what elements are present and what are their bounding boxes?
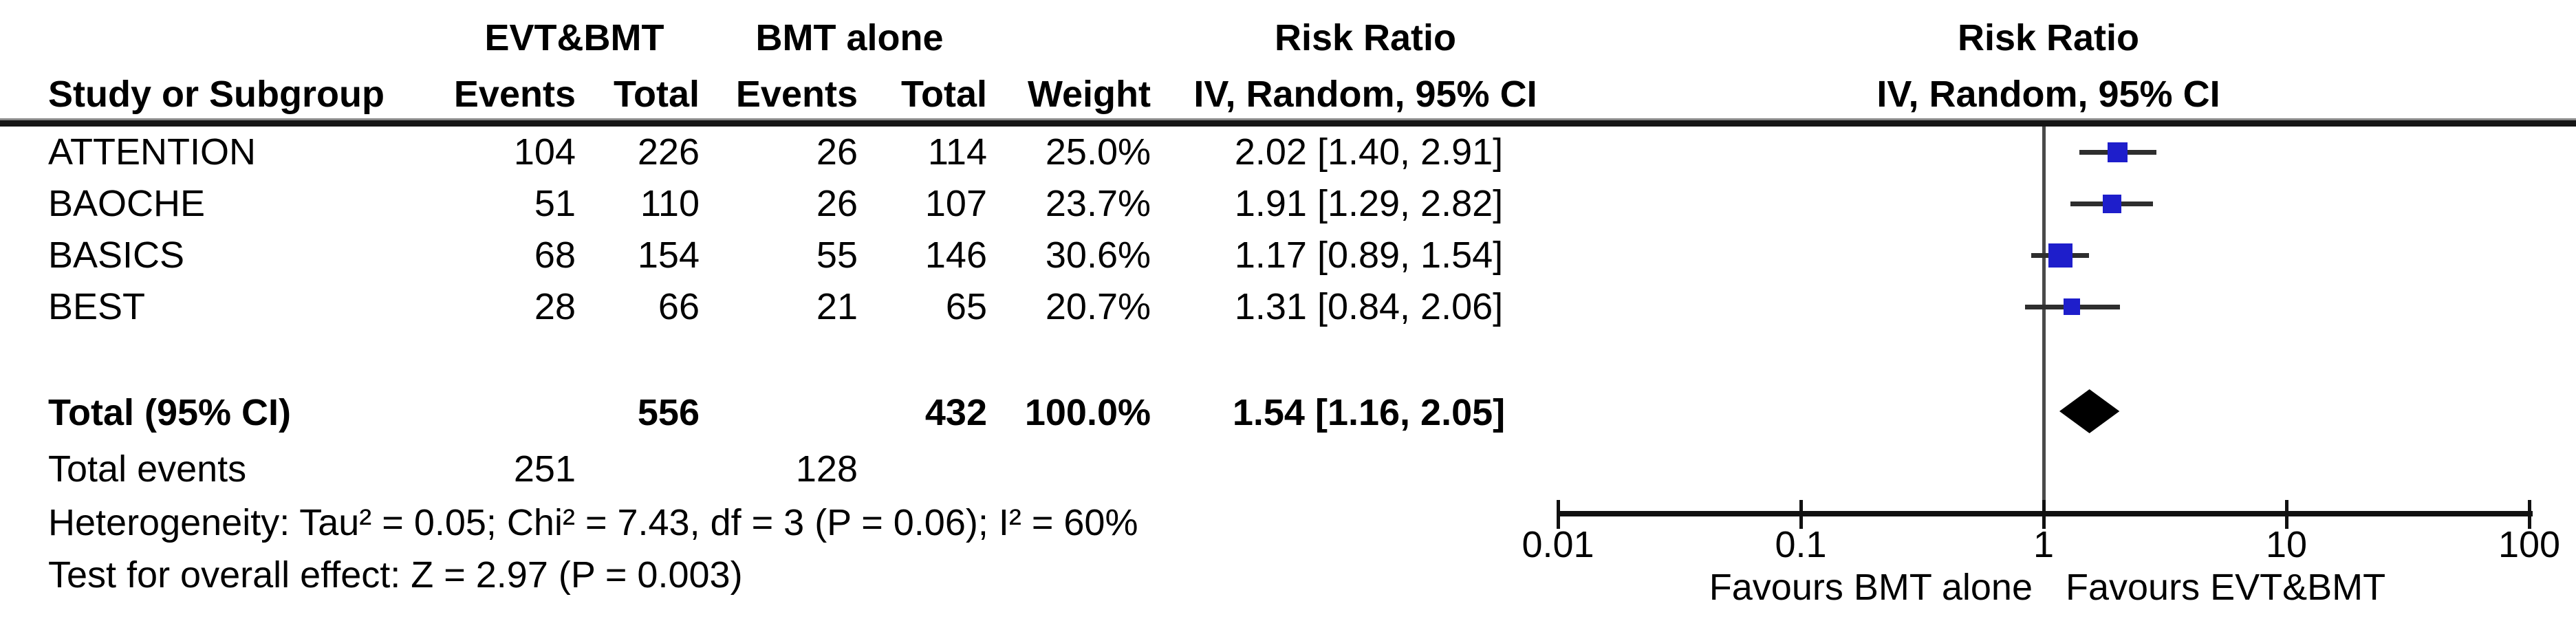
study-effect-estimate: 2.02 [1.40, 2.91] <box>1234 131 1504 173</box>
axis-tick <box>1557 500 1560 529</box>
effect-square <box>2064 298 2081 315</box>
column-group-control: BMT alone <box>755 17 944 58</box>
plot-subtitle: IV, Random, 95% CI <box>1876 74 2220 115</box>
axis-tick <box>2285 500 2288 529</box>
study-total-control: 146 <box>924 235 987 276</box>
study-total-experimental: 226 <box>637 131 700 173</box>
study-total-experimental: 66 <box>658 286 700 327</box>
study-name: BEST <box>48 286 146 327</box>
column-header-total-control: Total <box>901 74 987 115</box>
total-events-label: Total events <box>48 448 247 490</box>
column-header-events-experimental: Events <box>453 74 576 115</box>
study-total-control: 107 <box>924 183 987 224</box>
favours-left-label: Favours BMT alone <box>1709 567 2033 608</box>
effect-column-subtitle: IV, Random, 95% CI <box>1193 74 1537 115</box>
study-weight: 23.7% <box>1045 183 1151 224</box>
study-total-control: 65 <box>945 286 987 327</box>
study-effect-estimate: 1.31 [0.84, 2.06] <box>1234 286 1504 327</box>
effect-square <box>2108 142 2128 162</box>
study-total-experimental: 154 <box>637 235 700 276</box>
total-control-value: 432 <box>924 392 987 433</box>
study-weight: 25.0% <box>1045 131 1151 173</box>
study-events-experimental: 28 <box>534 286 576 327</box>
axis-tick-label: 100 <box>2498 524 2561 565</box>
effect-square <box>2048 243 2072 268</box>
column-header-events-control: Events <box>735 74 858 115</box>
study-total-experimental: 110 <box>640 183 700 224</box>
summary-diamond <box>2059 389 2120 433</box>
header-rule <box>0 118 2576 127</box>
study-weight: 20.7% <box>1045 286 1151 327</box>
column-header-study: Study or Subgroup <box>48 74 385 115</box>
axis-tick-label: 1 <box>2033 524 2055 565</box>
study-events-control: 21 <box>816 286 858 327</box>
total-events-experimental: 251 <box>513 448 576 490</box>
favours-right-label: Favours EVT&BMT <box>2066 567 2386 608</box>
column-group-experimental: EVT&BMT <box>484 17 664 58</box>
total-events-control: 128 <box>795 448 858 490</box>
axis-tick-label: 0.1 <box>1775 524 1827 565</box>
study-events-control: 26 <box>816 183 858 224</box>
axis-tick <box>1799 500 1803 529</box>
study-events-control: 26 <box>816 131 858 173</box>
no-effect-line <box>2042 127 2046 514</box>
total-weight-value: 100.0% <box>1024 392 1151 433</box>
study-events-control: 55 <box>816 235 858 276</box>
study-effect-estimate: 1.17 [0.89, 1.54] <box>1234 235 1504 276</box>
axis-tick <box>2042 500 2046 529</box>
study-events-experimental: 51 <box>534 183 576 224</box>
study-name: BASICS <box>48 235 185 276</box>
study-name: BAOCHE <box>48 183 206 224</box>
column-header-total-experimental: Total <box>614 74 700 115</box>
total-experimental-value: 556 <box>637 392 700 433</box>
axis-tick-label: 10 <box>2265 524 2308 565</box>
column-header-weight: Weight <box>1028 74 1151 115</box>
study-effect-estimate: 1.91 [1.29, 2.82] <box>1234 183 1504 224</box>
axis-tick <box>2528 500 2531 529</box>
heterogeneity-stats: Heterogeneity: Tau² = 0.05; Chi² = 7.43,… <box>48 502 1138 543</box>
effect-column-title: Risk Ratio <box>1274 17 1457 58</box>
study-events-experimental: 68 <box>534 235 576 276</box>
total-row-label: Total (95% CI) <box>48 392 292 433</box>
study-name: ATTENTION <box>48 131 256 173</box>
total-effect-estimate: 1.54 [1.16, 2.05] <box>1232 392 1506 433</box>
study-weight: 30.6% <box>1045 235 1151 276</box>
study-total-control: 114 <box>927 131 987 173</box>
overall-effect-test: Test for overall effect: Z = 2.97 (P = 0… <box>48 554 743 596</box>
effect-square <box>2102 194 2121 213</box>
study-events-experimental: 104 <box>513 131 576 173</box>
axis-tick-label: 0.01 <box>1522 524 1594 565</box>
plot-title: Risk Ratio <box>1957 17 2140 58</box>
